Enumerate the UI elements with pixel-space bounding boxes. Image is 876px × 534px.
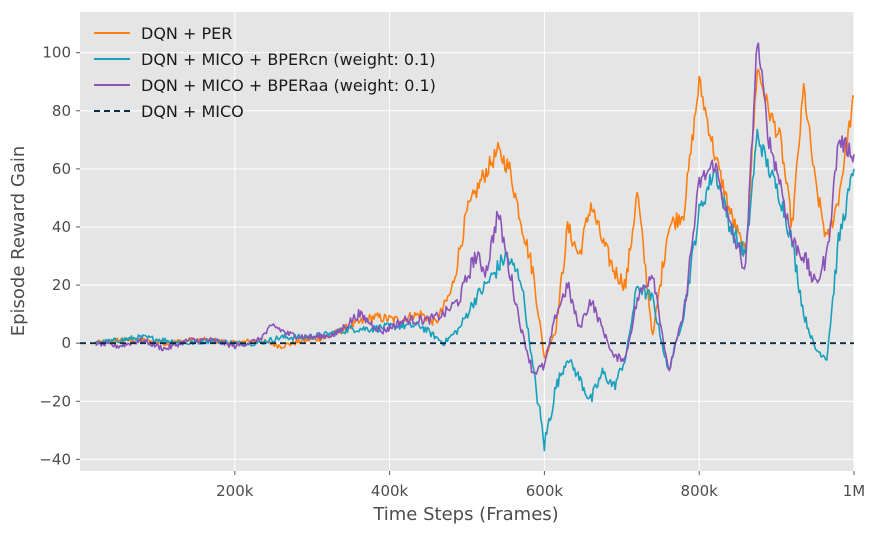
plot-background	[80, 12, 854, 471]
series-layer	[80, 42, 855, 452]
y-tick-label: −40	[39, 450, 71, 468]
y-tick-label: 100	[42, 44, 71, 62]
y-tick-label: 80	[52, 102, 71, 120]
x-tick-label: 800k	[681, 482, 719, 500]
x-tick-label: 600k	[526, 482, 564, 500]
y-tick-label: 40	[52, 218, 71, 236]
y-axis-ticks: −40 −20 0 20 40 60 80 100	[39, 44, 80, 468]
y-tick-label: −20	[39, 392, 71, 410]
x-tick-label: 1M	[843, 482, 866, 500]
legend-label-dqn-mico-bperaa-weight-0-1: DQN + MICO + BPERaa (weight: 0.1)	[141, 76, 436, 95]
y-tick-label: 20	[52, 276, 71, 294]
y-tick-label: 0	[61, 334, 71, 352]
y-axis-label: Episode Reward Gain	[8, 146, 29, 337]
x-tick-label: 400k	[371, 482, 409, 500]
legend-label-dqn-per: DQN + PER	[141, 24, 232, 43]
legend-label-dqn-mico: DQN + MICO	[141, 102, 244, 121]
legend: DQN + PER DQN + MICO + BPERcn (weight: 0.…	[94, 24, 436, 121]
x-tick-label: 200k	[216, 482, 254, 500]
x-axis-ticks: 200k 400k 600k 800k 1M	[216, 471, 865, 500]
x-axis-label: Time Steps (Frames)	[372, 504, 558, 525]
legend-label-dqn-mico-bpercn-weight-0-1: DQN + MICO + BPERcn (weight: 0.1)	[141, 50, 436, 69]
y-tick-label: 60	[52, 160, 71, 178]
